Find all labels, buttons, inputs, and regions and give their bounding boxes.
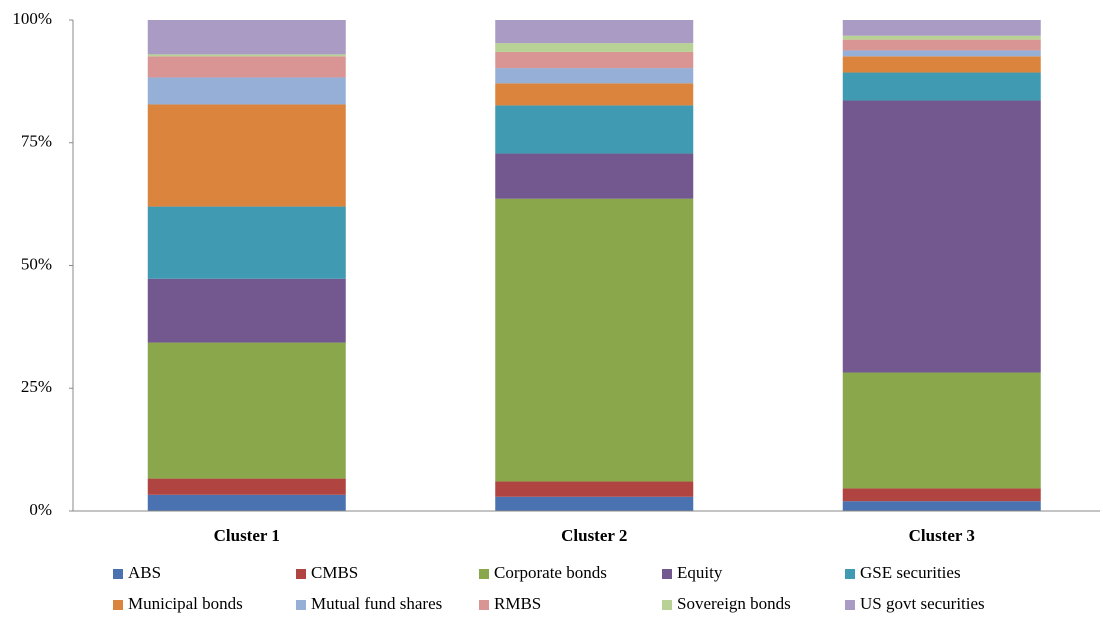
legend-label: Equity — [677, 563, 723, 582]
legend-swatch — [845, 600, 855, 610]
x-tick-label: Cluster 1 — [214, 526, 280, 545]
legend-swatch — [479, 569, 489, 579]
bar-segment — [495, 68, 694, 84]
bar-segment — [147, 54, 346, 57]
legend-label: Corporate bonds — [494, 563, 607, 582]
legend-swatch — [113, 569, 123, 579]
bar-segment — [842, 501, 1041, 511]
bar-segment — [842, 20, 1041, 36]
legend-label: CMBS — [311, 563, 358, 582]
legend-swatch — [113, 600, 123, 610]
legend-label: ABS — [128, 563, 161, 582]
bar-segment — [147, 206, 346, 279]
y-tick-label: 50% — [21, 254, 52, 273]
bar-segment — [495, 20, 694, 44]
bar-segment — [147, 104, 346, 207]
legend-label: Sovereign bonds — [677, 594, 791, 613]
bar-segment — [147, 342, 346, 479]
bar-segment — [495, 83, 694, 106]
x-tick-label: Cluster 2 — [561, 526, 627, 545]
bar-segment — [495, 496, 694, 511]
legend-swatch — [662, 600, 672, 610]
bar-segment — [842, 39, 1041, 51]
bar-segment — [495, 153, 694, 199]
bar-segment — [147, 56, 346, 78]
y-tick-label: 100% — [12, 9, 52, 28]
legend-label: US govt securities — [860, 594, 985, 613]
y-tick-label: 25% — [21, 377, 52, 396]
y-tick-label: 75% — [21, 132, 52, 151]
bar-segment — [495, 481, 694, 497]
bar-segment — [842, 100, 1041, 373]
legend-swatch — [479, 600, 489, 610]
bar-segment — [842, 488, 1041, 502]
legend-label: RMBS — [494, 594, 541, 613]
bar-segment — [495, 198, 694, 482]
bar-segment — [147, 20, 346, 55]
bar-segment — [842, 372, 1041, 489]
bar-segment — [495, 105, 694, 154]
bar-segment — [147, 278, 346, 343]
y-tick-label: 0% — [29, 500, 52, 519]
bar-segment — [842, 50, 1041, 57]
legend-swatch — [296, 569, 306, 579]
bar-segment — [842, 35, 1041, 40]
bar-segment — [147, 478, 346, 495]
bar-segment — [842, 56, 1041, 73]
x-tick-label: Cluster 3 — [909, 526, 975, 545]
bar-segment — [495, 43, 694, 52]
legend-swatch — [296, 600, 306, 610]
bar-segment — [495, 51, 694, 69]
legend-label: Mutual fund shares — [311, 594, 442, 613]
bar-segment — [147, 77, 346, 105]
legend-label: Municipal bonds — [128, 594, 243, 613]
legend-swatch — [662, 569, 672, 579]
bar-segment — [147, 494, 346, 511]
legend-label: GSE securities — [860, 563, 961, 582]
bar-segment — [842, 72, 1041, 101]
legend-swatch — [845, 569, 855, 579]
